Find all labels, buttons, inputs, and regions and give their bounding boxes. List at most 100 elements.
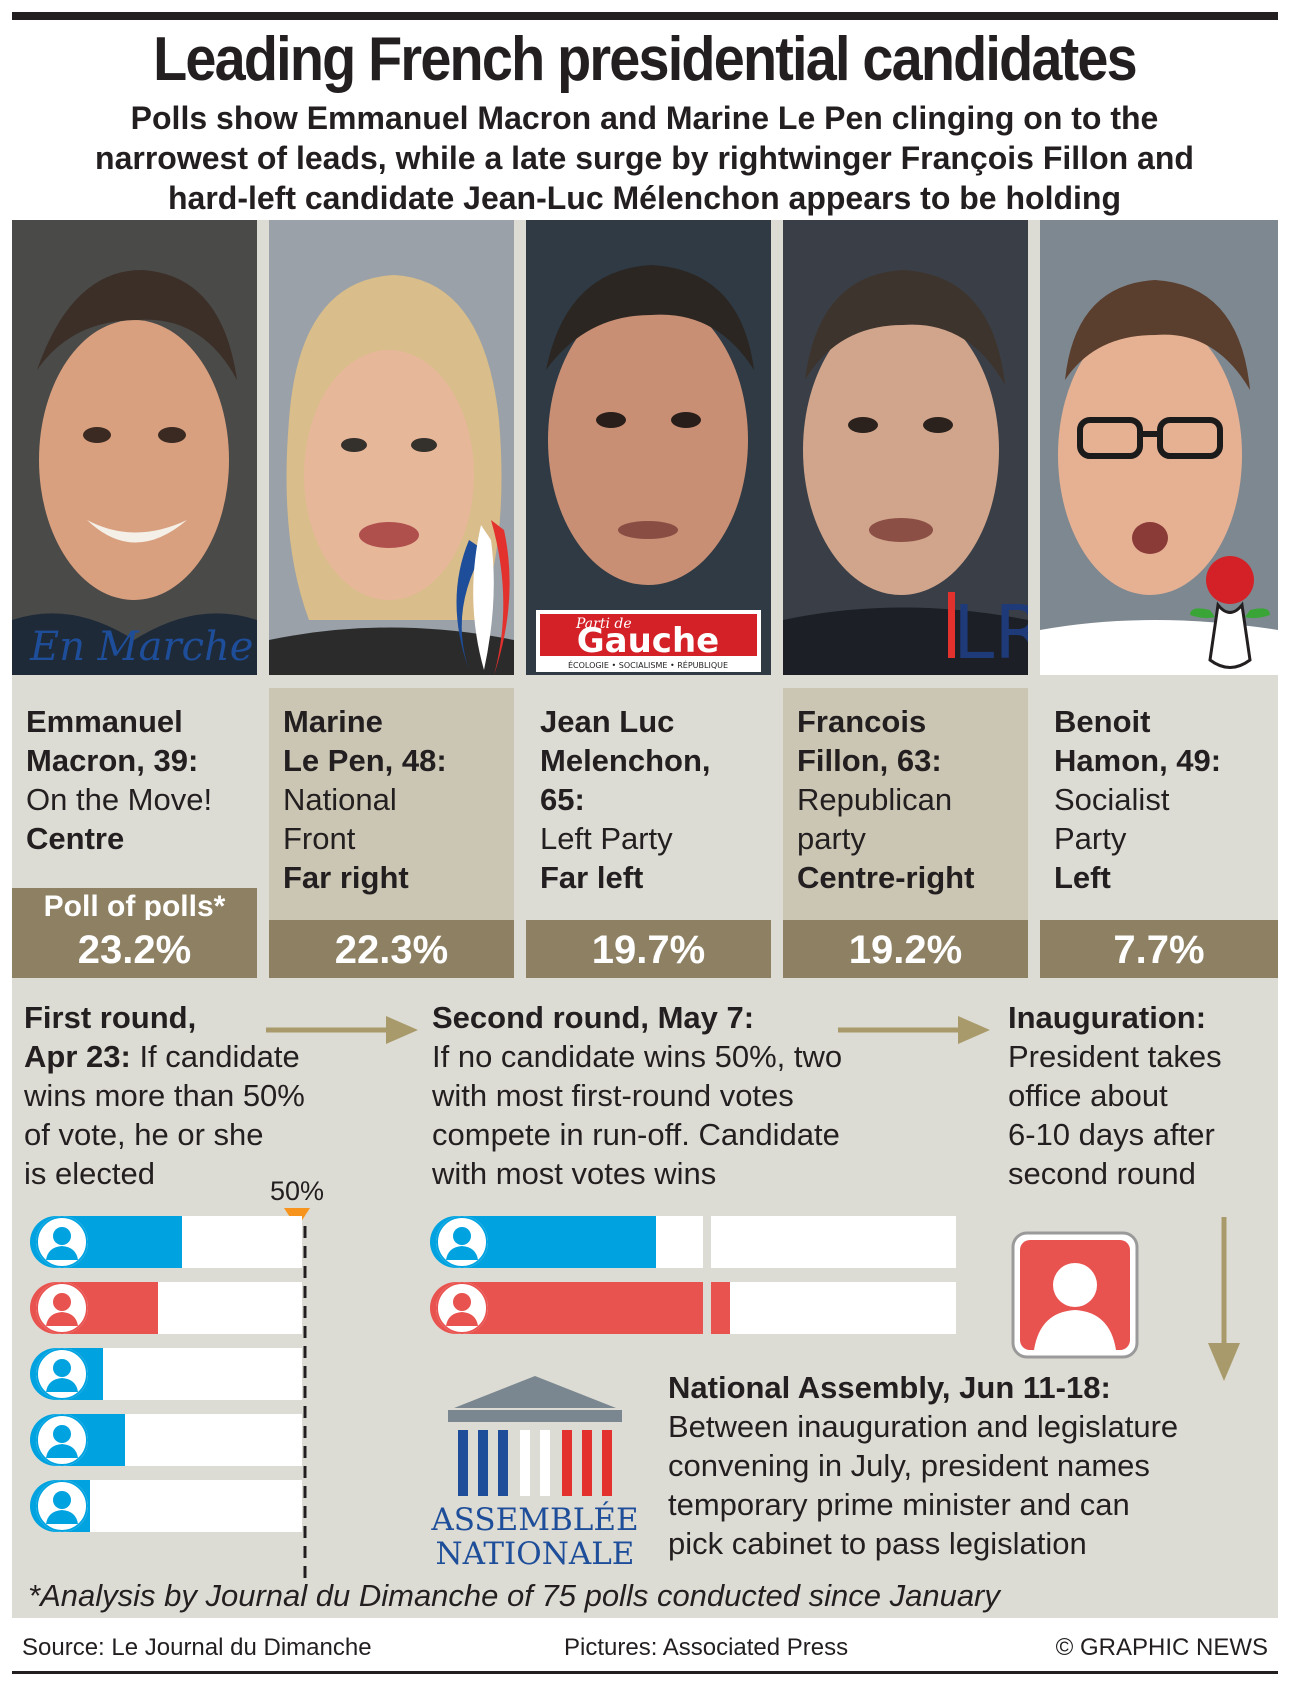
assemblee-nationale-logo: ASSEMBLÉE NATIONALE bbox=[430, 1376, 639, 1568]
bar-row bbox=[430, 1282, 956, 1334]
page-subtitle: Polls show Emmanuel Macron and Marine Le… bbox=[20, 98, 1269, 218]
candidate-info-fillon: Francois Fillon, 63: Republican party Ce… bbox=[783, 688, 1028, 930]
inauguration-text: Inauguration: President takes office abo… bbox=[1008, 998, 1278, 1193]
candidate-name: Emmanuel Macron, 39: bbox=[12, 688, 257, 780]
first-round-line: If candidate bbox=[139, 1039, 300, 1074]
party-name: party bbox=[797, 821, 866, 856]
inauguration-line: President takes bbox=[1008, 1039, 1222, 1074]
second-round-line: compete in run-off. Candidate bbox=[432, 1117, 840, 1152]
subtitle-line: Polls show Emmanuel Macron and Marine Le… bbox=[130, 100, 1159, 136]
national-assembly-line: convening in July, president names bbox=[668, 1448, 1150, 1483]
bar-row bbox=[30, 1348, 302, 1400]
page-title: Leading French presidential candidates bbox=[153, 25, 1138, 94]
candidate-name: Francois Fillon, 63: bbox=[783, 688, 1028, 780]
bar-row bbox=[30, 1414, 302, 1466]
fifty-percent-line bbox=[303, 1226, 307, 1586]
national-assembly-text: National Assembly, Jun 11-18: Between in… bbox=[668, 1368, 1273, 1563]
national-assembly-line: Between inauguration and legislature bbox=[668, 1409, 1179, 1444]
arrow-right-icon bbox=[266, 1016, 418, 1044]
name-line: Fillon, 63: bbox=[797, 743, 942, 778]
name-line: Francois bbox=[797, 704, 927, 739]
candidate-info-melenchon: Jean Luc Melenchon, 65: Left Party Far l… bbox=[526, 688, 771, 978]
name-line: Emmanuel bbox=[26, 704, 183, 739]
first-round-heading: First round, bbox=[24, 1000, 197, 1035]
footer: Source: Le Journal du Dimanche Pictures:… bbox=[12, 1625, 1278, 1671]
party-name: Party bbox=[1054, 821, 1127, 856]
candidate-name: Benoit Hamon, 49: bbox=[1040, 688, 1278, 780]
subtitle-line: narrowest of leads, while a late surge b… bbox=[95, 140, 1194, 176]
party-name: Socialist bbox=[1054, 782, 1170, 817]
hamon-photo bbox=[1040, 220, 1278, 675]
person-icon bbox=[36, 1216, 88, 1268]
lr-logo: LR bbox=[953, 590, 1028, 675]
person-icon bbox=[36, 1414, 88, 1466]
first-round-date: Apr 23: bbox=[24, 1039, 131, 1074]
footnote: *Analysis by Journal du Dimanche of 75 p… bbox=[28, 1578, 1000, 1613]
candidate-name: Marine Le Pen, 48: bbox=[269, 688, 514, 780]
political-wing: Far right bbox=[283, 860, 409, 895]
party-name: Front bbox=[283, 821, 356, 856]
first-round-line: of vote, he or she bbox=[24, 1117, 264, 1152]
political-wing: Left bbox=[1054, 860, 1111, 895]
first-round-line: wins more than 50% bbox=[24, 1078, 305, 1113]
bar-track bbox=[56, 1480, 302, 1532]
name-line: Benoit bbox=[1054, 704, 1151, 739]
lepen-photo bbox=[269, 220, 514, 675]
source-credit: Source: Le Journal du Dimanche bbox=[22, 1634, 372, 1661]
poll-value-melenchon: 19.7% bbox=[526, 920, 771, 978]
fifty-percent-label: 50% bbox=[270, 1176, 325, 1206]
poll-value-fillon: 19.2% bbox=[783, 920, 1028, 978]
party-name: Left Party bbox=[540, 821, 673, 856]
second-round-line: If no candidate wins 50%, two bbox=[432, 1039, 843, 1074]
bar-row bbox=[30, 1480, 302, 1532]
political-wing: Centre-right bbox=[797, 860, 975, 895]
first-round-text: First round, Apr 23: If candidate wins m… bbox=[24, 998, 354, 1193]
person-icon bbox=[36, 1348, 88, 1400]
name-line: 65: bbox=[540, 782, 585, 817]
national-assembly-line: temporary prime minister and can bbox=[668, 1487, 1130, 1522]
name-line: Le Pen, 48: bbox=[283, 743, 447, 778]
person-icon bbox=[436, 1282, 488, 1334]
national-assembly-line: pick cabinet to pass legislation bbox=[668, 1526, 1087, 1561]
name-line: Marine bbox=[283, 704, 383, 739]
en-marche-logo: En Marche ! bbox=[29, 624, 257, 670]
parti-de-label: Parti de bbox=[575, 616, 632, 632]
name-line: Jean Luc bbox=[540, 704, 675, 739]
second-round-text: Second round, May 7: If no candidate win… bbox=[432, 998, 922, 1193]
poll-value-hamon: 7.7% bbox=[1040, 920, 1278, 978]
person-icon bbox=[36, 1480, 88, 1532]
poll-value-lepen: 22.3% bbox=[269, 920, 514, 978]
candidate-name: Jean Luc Melenchon, 65: bbox=[526, 688, 771, 819]
inauguration-heading: Inauguration: bbox=[1008, 1000, 1207, 1035]
candidate-info-lepen: Marine Le Pen, 48: National Front Far ri… bbox=[269, 688, 514, 930]
name-line: Melenchon, bbox=[540, 743, 711, 778]
person-icon bbox=[36, 1282, 88, 1334]
bar-row bbox=[30, 1216, 302, 1268]
fillon-photo: LR bbox=[783, 220, 1028, 675]
graphic-news-credit: © GRAPHIC NEWS bbox=[1055, 1634, 1268, 1661]
subtitle-line: hard-left candidate Jean-Luc Mélenchon a… bbox=[167, 180, 1121, 216]
first-round-line: is elected bbox=[24, 1156, 155, 1191]
party-name: National bbox=[283, 782, 397, 817]
second-round-line: with most votes wins bbox=[432, 1156, 717, 1191]
bar-row bbox=[30, 1282, 302, 1334]
bottom-rule bbox=[12, 1671, 1278, 1674]
candidate-info-hamon: Benoit Hamon, 49: Socialist Party Left bbox=[1040, 688, 1278, 978]
half-divider bbox=[703, 1212, 711, 1338]
political-wing: Centre bbox=[26, 821, 125, 856]
bar-row bbox=[430, 1216, 956, 1268]
name-line: Hamon, 49: bbox=[1054, 743, 1222, 778]
arrow-down-icon bbox=[1208, 1217, 1240, 1381]
national-assembly-heading: National Assembly, Jun 11-18: bbox=[668, 1370, 1111, 1405]
top-rule bbox=[12, 12, 1278, 20]
party-name: Republican bbox=[797, 782, 953, 817]
name-line: Macron, 39: bbox=[26, 743, 199, 778]
second-round-line: with most first-round votes bbox=[432, 1078, 794, 1113]
macron-photo: En Marche ! bbox=[12, 220, 257, 675]
gauche-logo: Gauche bbox=[577, 621, 719, 661]
political-wing: Far left bbox=[540, 860, 644, 895]
party-name: On the Move! bbox=[26, 782, 213, 817]
second-round-heading: Second round, May 7: bbox=[432, 1000, 755, 1035]
assemblee-label: ASSEMBLÉE bbox=[430, 1500, 638, 1538]
pictures-credit: Pictures: Associated Press bbox=[564, 1634, 849, 1661]
